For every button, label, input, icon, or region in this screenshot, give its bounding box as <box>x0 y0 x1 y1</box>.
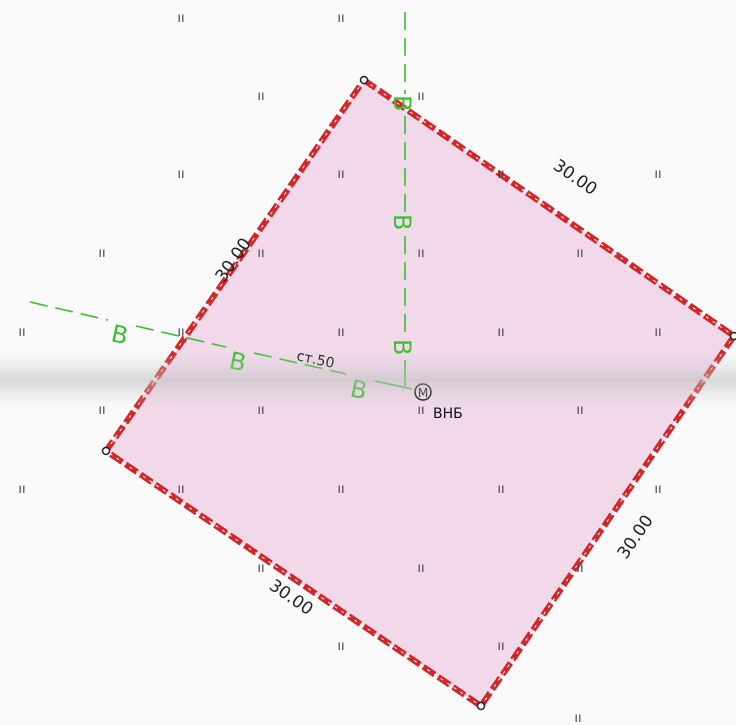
meadow-symbol: ıı <box>337 167 344 182</box>
plot-boundary <box>101 75 736 711</box>
meadow-symbols: ıı ıı ıı ıı ıı ıı ıı ıı ıı ıı ıı ıı ıı ıı ıı ıı ıı ıı ıı ıı… <box>18 11 661 725</box>
meadow-symbol: ıı <box>18 325 25 340</box>
meadow-symbol: ıı <box>177 482 184 497</box>
pipe-code-label: В <box>388 339 416 355</box>
meadow-symbol: ıı <box>257 246 264 261</box>
meadow-symbol: ıı <box>177 325 184 340</box>
meadow-symbol: ıı <box>337 325 344 340</box>
water-pipe-vertical: В В В <box>388 12 416 386</box>
corner-marker <box>101 446 111 456</box>
corner-marker <box>359 75 369 85</box>
meadow-symbol: ıı <box>576 246 583 261</box>
meadow-symbol: ıı <box>257 561 264 576</box>
meadow-symbol: ıı <box>257 89 264 104</box>
meadow-symbol: ıı <box>337 482 344 497</box>
meadow-symbol: ıı <box>177 167 184 182</box>
meadow-symbol: ıı <box>576 403 583 418</box>
meadow-symbol: ıı <box>654 167 661 182</box>
meadow-symbol: ıı <box>574 711 581 725</box>
meadow-symbol: ıı <box>497 325 504 340</box>
meadow-symbol: ıı <box>337 11 344 26</box>
pipe-line <box>135 325 227 348</box>
meadow-symbol: ıı <box>417 403 424 418</box>
pipe-code-label: В <box>109 319 131 350</box>
meadow-symbol: ıı <box>98 246 105 261</box>
pipe-code-label: В <box>388 214 416 230</box>
dimension-top-right: 30.00 <box>549 156 600 200</box>
corner-marker <box>729 331 736 341</box>
meadow-symbol: ıı <box>576 561 583 576</box>
paper-fold <box>0 352 736 408</box>
meadow-symbol: ıı <box>417 89 424 104</box>
pipe-code-label: В <box>388 95 416 111</box>
meadow-symbol: ıı <box>18 482 25 497</box>
meadow-symbol: ıı <box>654 482 661 497</box>
well-label: ВНБ <box>433 406 463 422</box>
dimension-bottom-right: 30.00 <box>614 511 658 562</box>
meadow-symbol: ıı <box>417 246 424 261</box>
meadow-symbol: ıı <box>497 482 504 497</box>
corner-marker <box>476 701 486 711</box>
meadow-symbol: ıı <box>417 561 424 576</box>
meadow-symbol: ıı <box>497 639 504 654</box>
meadow-symbol: ıı <box>257 403 264 418</box>
meadow-symbol: ıı <box>98 403 105 418</box>
pipe-line <box>29 301 109 321</box>
meadow-symbol: ıı <box>337 639 344 654</box>
meadow-symbol: ıı <box>497 167 504 182</box>
meadow-symbol: ıı <box>177 11 184 26</box>
meadow-symbol: ıı <box>654 325 661 340</box>
